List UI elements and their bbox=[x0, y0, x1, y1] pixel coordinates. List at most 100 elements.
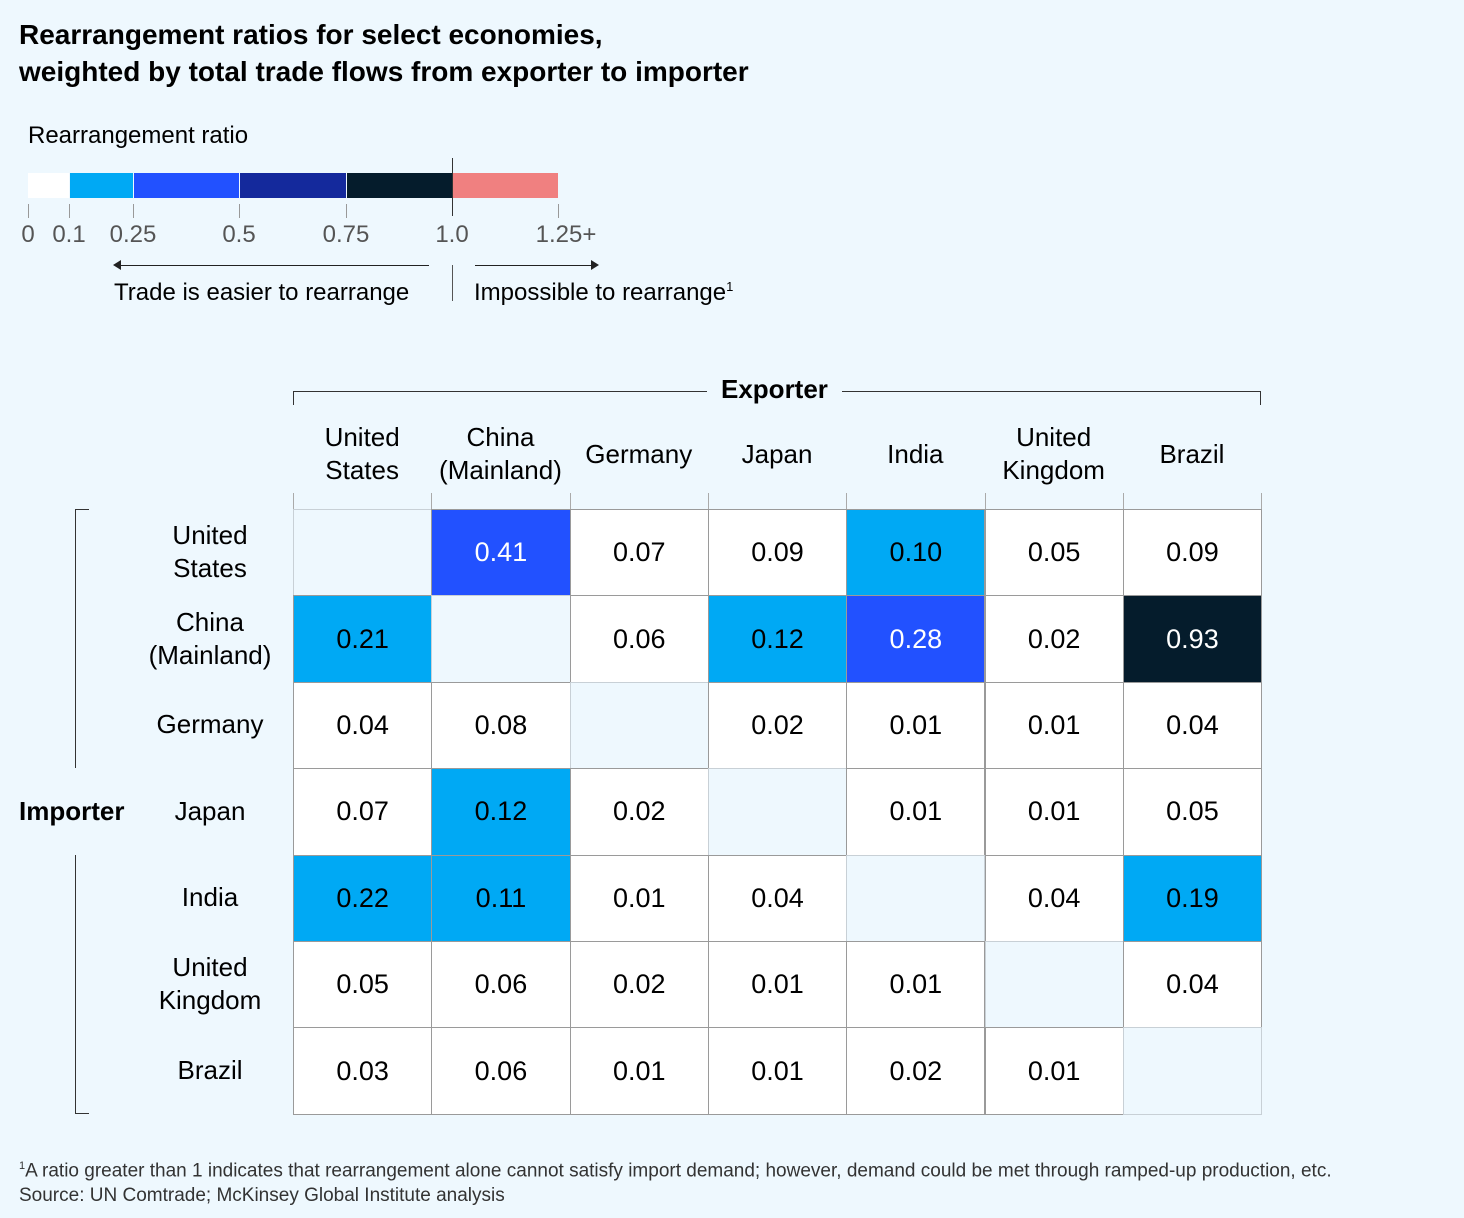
heatmap-cell-empty bbox=[569, 681, 709, 770]
legend-tick bbox=[346, 204, 347, 218]
right-arrow-icon bbox=[591, 260, 599, 270]
column-header: Germany bbox=[570, 415, 708, 493]
footnote-marker: 1 bbox=[726, 279, 734, 294]
row-header: Brazil bbox=[130, 1027, 290, 1113]
heatmap-cell: 0.41 bbox=[431, 509, 571, 597]
row-header-line: India bbox=[181, 882, 239, 913]
heatmap-cell: 0.06 bbox=[569, 595, 709, 683]
legend-swatch bbox=[453, 173, 558, 198]
row-header: United States bbox=[130, 509, 290, 595]
heatmap-cell-empty bbox=[293, 509, 433, 597]
cell-value-label: 0.01 bbox=[612, 1055, 666, 1086]
heatmap-cell: 0.05 bbox=[984, 509, 1124, 597]
heatmap-cell: 0.08 bbox=[431, 681, 571, 770]
cell-value-label: 0.21 bbox=[336, 623, 389, 654]
heatmap-cell: 0.04 bbox=[984, 854, 1124, 942]
legend-right-note: Impossible to rearrange1 bbox=[474, 279, 733, 307]
heatmap-cell: 0.05 bbox=[1122, 768, 1263, 856]
heatmap-cell: 0.02 bbox=[984, 595, 1124, 683]
chart-title: Rearrangement ratios for select economie… bbox=[19, 16, 749, 90]
heatmap-cell-empty bbox=[846, 854, 986, 942]
heatmap-cell: 0.01 bbox=[707, 941, 848, 1029]
row-header: China (Mainland) bbox=[130, 595, 290, 681]
title-line-2: weighted by total trade flows from expor… bbox=[19, 56, 749, 87]
column-tick bbox=[1261, 493, 1262, 509]
legend-tick bbox=[69, 204, 70, 218]
row-header-line: United bbox=[172, 520, 248, 551]
legend-swatch bbox=[70, 173, 133, 198]
heatmap-cell: 0.02 bbox=[846, 1027, 986, 1115]
column-header-line: India bbox=[887, 438, 944, 469]
legend-tick-label: 0.5 bbox=[222, 221, 256, 248]
cell-value-label: 0.02 bbox=[612, 796, 666, 827]
cell-value-label: 0.41 bbox=[474, 537, 528, 568]
heatmap-cell: 0.02 bbox=[707, 681, 848, 770]
importer-bracket-top bbox=[75, 509, 89, 768]
legend-swatch bbox=[134, 173, 239, 198]
legend-tick-label: 0.75 bbox=[322, 221, 370, 248]
cell-value-label: 0.05 bbox=[336, 969, 389, 1000]
heatmap-cell: 0.09 bbox=[707, 509, 848, 597]
heatmap-cell: 0.06 bbox=[431, 941, 571, 1029]
cell-value-label: 0.01 bbox=[751, 1055, 804, 1086]
legend-threshold-line bbox=[452, 158, 453, 216]
importer-bracket-bottom bbox=[75, 855, 89, 1114]
right-note-text: Impossible to rearrange bbox=[474, 279, 727, 306]
column-header: China (Mainland) bbox=[431, 415, 569, 493]
heatmap-cell: 0.03 bbox=[293, 1027, 433, 1115]
cell-value-label: 0.05 bbox=[1166, 796, 1219, 827]
heatmap-cell: 0.22 bbox=[293, 854, 433, 942]
heatmap-cell: 0.01 bbox=[984, 681, 1124, 770]
cell-value-label: 0.03 bbox=[336, 1055, 389, 1086]
heatmap-cell: 0.11 bbox=[431, 854, 571, 942]
cell-value-label: 0.28 bbox=[889, 623, 943, 654]
heatmap-cell: 0.21 bbox=[293, 595, 433, 683]
row-header-line: Germany bbox=[156, 709, 264, 740]
cell-value-label: 0.11 bbox=[475, 882, 527, 913]
column-tick bbox=[1123, 493, 1124, 509]
heatmap-cell-empty bbox=[984, 941, 1124, 1029]
heatmap-cell: 0.12 bbox=[707, 595, 848, 683]
legend-tick bbox=[133, 204, 134, 218]
column-header-line: Brazil bbox=[1159, 438, 1225, 469]
heatmap-cell: 0.12 bbox=[431, 768, 571, 856]
heatmap-cell: 0.04 bbox=[1122, 941, 1263, 1029]
row-header: United Kingdom bbox=[130, 941, 290, 1027]
cell-value-label: 0.07 bbox=[612, 537, 666, 568]
legend-tick bbox=[28, 204, 29, 218]
cell-value-label: 0.07 bbox=[336, 796, 389, 827]
column-header: Japan bbox=[708, 415, 846, 493]
column-tick bbox=[846, 493, 847, 509]
legend-tick-label: 0 bbox=[21, 221, 35, 248]
cell-value-label: 0.08 bbox=[474, 709, 528, 740]
column-header-line: Kingdom bbox=[1002, 455, 1105, 485]
column-header-line: Germany bbox=[585, 438, 693, 469]
heatmap-cell: 0.01 bbox=[707, 1027, 848, 1115]
column-header: United States bbox=[293, 415, 431, 493]
cell-value-label: 0.01 bbox=[889, 969, 943, 1000]
cell-value-label: 0.06 bbox=[474, 969, 528, 1000]
heatmap-cell: 0.07 bbox=[293, 768, 433, 856]
legend-tick bbox=[239, 204, 240, 218]
title-line-1: Rearrangement ratios for select economie… bbox=[19, 19, 603, 50]
heatmap-cell: 0.10 bbox=[846, 509, 986, 597]
cell-value-label: 0.01 bbox=[1027, 1055, 1081, 1086]
row-header: Germany bbox=[130, 682, 290, 768]
heatmap-cell: 0.19 bbox=[1122, 854, 1263, 942]
cell-value-label: 0.12 bbox=[474, 796, 528, 827]
heatmap-cell: 0.01 bbox=[569, 854, 709, 942]
column-header-line: Japan bbox=[741, 438, 813, 469]
column-header-line: United bbox=[1016, 422, 1092, 452]
heatmap-cell: 0.93 bbox=[1122, 595, 1263, 683]
row-header: India bbox=[130, 855, 290, 941]
heatmap-cell: 0.04 bbox=[1122, 681, 1263, 770]
legend-divider bbox=[452, 265, 453, 301]
cell-value-label: 0.02 bbox=[1027, 623, 1081, 654]
cell-value-label: 0.09 bbox=[1166, 537, 1219, 568]
cell-value-label: 0.02 bbox=[751, 709, 804, 740]
cell-value-label: 0.22 bbox=[336, 882, 389, 913]
heatmap-cell-empty bbox=[707, 768, 848, 856]
cell-value-label: 0.04 bbox=[1166, 969, 1219, 1000]
heatmap-cell: 0.01 bbox=[569, 1027, 709, 1115]
source-note: Source: UN Comtrade; McKinsey Global Ins… bbox=[19, 1185, 505, 1206]
